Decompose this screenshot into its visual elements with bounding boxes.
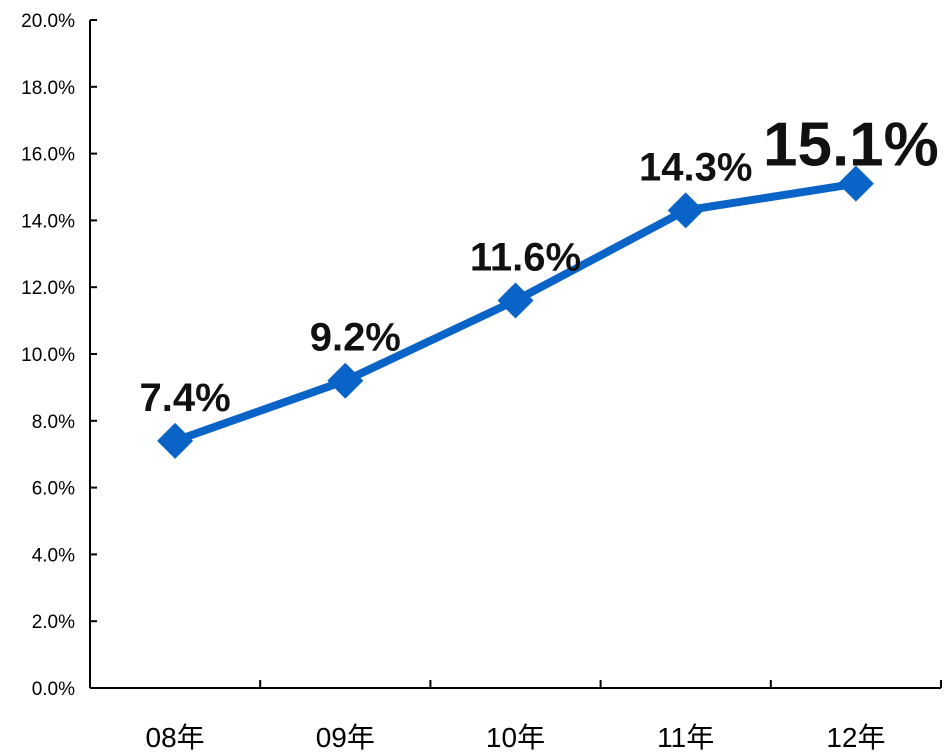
- data-label: 15.1%: [763, 111, 939, 180]
- data-point-marker: [667, 192, 704, 229]
- y-tick-label: 10.0%: [21, 345, 75, 366]
- data-point-marker: [327, 362, 364, 399]
- y-tick-label: 12.0%: [21, 278, 75, 299]
- y-tick-label: 14.0%: [21, 211, 75, 232]
- data-point-marker: [497, 282, 534, 319]
- y-tick-label: 4.0%: [32, 545, 75, 566]
- y-tick-label: 0.0%: [32, 679, 75, 700]
- y-tick-label: 2.0%: [32, 612, 75, 633]
- y-tick-label: 20.0%: [21, 11, 75, 32]
- x-axis: 08年 09年 10年 11年 12年: [89, 680, 942, 753]
- x-tick-label: 08年: [146, 722, 205, 753]
- y-tick-label: 6.0%: [32, 479, 75, 500]
- data-point-marker: [157, 422, 194, 459]
- x-tick-label: 12年: [826, 722, 885, 753]
- data-point-marker: [837, 165, 874, 202]
- data-label: 7.4%: [140, 376, 231, 420]
- data-label: 14.3%: [639, 145, 752, 189]
- y-tick-label: 18.0%: [21, 78, 75, 99]
- y-tick-label: 16.0%: [21, 145, 75, 166]
- data-label: 11.6%: [470, 236, 581, 280]
- y-tick-label: 8.0%: [32, 412, 75, 433]
- series-1: [157, 165, 874, 459]
- data-label: 9.2%: [310, 316, 401, 360]
- y-axis: 0.0% 2.0% 4.0% 6.0% 8.0% 10.0% 12.0% 14.0% 16.0%…: [21, 11, 97, 700]
- data-labels: 7.4% 9.2% 11.6% 14.3% 15.1%: [140, 111, 939, 420]
- x-tick-label: 09年: [316, 722, 375, 753]
- x-tick-label: 11年: [657, 722, 714, 753]
- x-tick-label: 10年: [486, 722, 545, 753]
